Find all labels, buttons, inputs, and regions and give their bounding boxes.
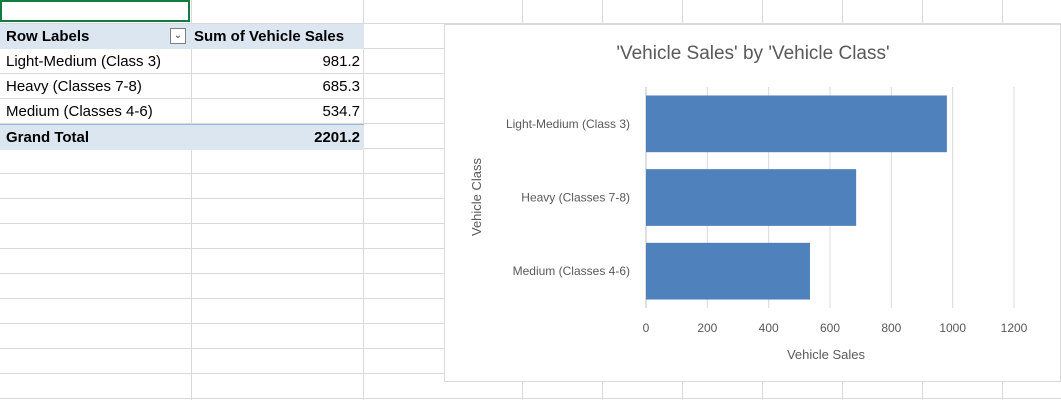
vehicle-sales-chart[interactable]: 'Vehicle Sales' by 'Vehicle Class' 0 200 4…: [444, 24, 1061, 382]
column-divider: [191, 0, 192, 400]
chart-title[interactable]: 'Vehicle Sales' by 'Vehicle Class': [616, 43, 889, 64]
x-tick-label: 400: [759, 321, 779, 335]
column-divider: [363, 0, 364, 400]
grand-total-value[interactable]: 2201.2: [314, 129, 360, 146]
y-axis-title[interactable]: Vehicle Class: [469, 157, 484, 236]
x-tick-label: 0: [643, 321, 650, 335]
pivot-header-row: Row Labels ⌄ Sum of Vehicle Sales: [0, 24, 364, 49]
chevron-down-icon: ⌄: [173, 30, 183, 41]
pivot-row-value[interactable]: 685.3: [322, 78, 360, 95]
pivot-row[interactable]: Light-Medium (Class 3) 981.2: [0, 49, 364, 74]
pivot-table: Row Labels ⌄ Sum of Vehicle Sales Light-…: [0, 24, 364, 150]
category-label: Heavy (Classes 7-8): [521, 191, 630, 205]
grand-total-label[interactable]: Grand Total: [6, 129, 90, 146]
pivot-row-value[interactable]: 534.7: [322, 103, 360, 120]
x-tick-label: 1000: [939, 321, 966, 335]
x-tick-label: 600: [820, 321, 840, 335]
x-tick-label: 1200: [1001, 321, 1028, 335]
bar[interactable]: [646, 169, 857, 226]
x-tick-label: 200: [697, 321, 717, 335]
x-axis-title[interactable]: Vehicle Sales: [787, 347, 866, 362]
pivot-row[interactable]: Heavy (Classes 7-8) 685.3: [0, 74, 364, 99]
pivot-row-label[interactable]: Heavy (Classes 7-8): [6, 78, 142, 95]
pivot-row-label[interactable]: Medium (Classes 4-6): [6, 103, 153, 120]
pivot-grand-total-row[interactable]: Grand Total 2201.2: [0, 124, 364, 150]
row-labels-header[interactable]: Row Labels: [6, 28, 90, 45]
category-label: Light-Medium (Class 3): [506, 117, 630, 131]
bar[interactable]: [646, 95, 947, 153]
pivot-row-label[interactable]: Light-Medium (Class 3): [6, 53, 162, 70]
chart-canvas: 'Vehicle Sales' by 'Vehicle Class' 0 200 4…: [469, 43, 1028, 362]
pivot-row-value[interactable]: 981.2: [322, 53, 360, 70]
x-tick-label: 800: [881, 321, 901, 335]
category-label: Medium (Classes 4-6): [513, 264, 630, 278]
row-divider: [0, 23, 1061, 24]
row-labels-filter-button[interactable]: ⌄: [170, 28, 186, 44]
bar[interactable]: [646, 242, 810, 300]
pivot-row[interactable]: Medium (Classes 4-6) 534.7: [0, 99, 364, 124]
sum-vehicle-sales-header[interactable]: Sum of Vehicle Sales: [194, 28, 345, 45]
active-cell[interactable]: [0, 0, 190, 22]
row-divider: [0, 398, 1061, 399]
